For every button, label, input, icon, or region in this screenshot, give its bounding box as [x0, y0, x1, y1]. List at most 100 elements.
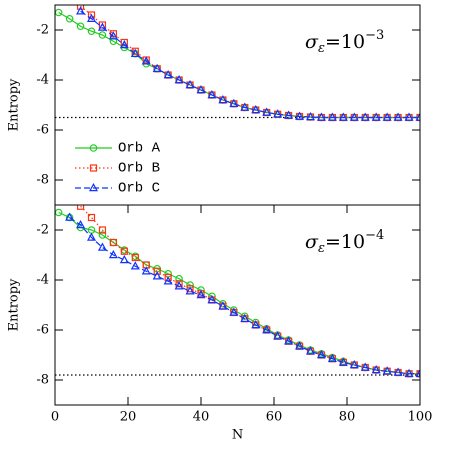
marker-triangle — [218, 301, 228, 310]
marker-triangle — [163, 276, 173, 285]
x-tick-label: 60 — [266, 410, 283, 425]
marker-circle — [98, 31, 107, 39]
marker-triangle — [349, 112, 359, 121]
marker-triangle — [130, 261, 140, 270]
x-tick-label: 20 — [120, 410, 137, 425]
marker-triangle — [273, 109, 283, 118]
marker-circle — [89, 144, 98, 152]
marker-triangle — [240, 102, 250, 111]
marker-triangle — [174, 74, 184, 84]
annotation: σε=10−3 — [305, 28, 384, 56]
marker-triangle — [360, 112, 370, 121]
x-axis-label: N — [232, 428, 243, 443]
x-tick-label: 80 — [339, 410, 356, 425]
marker-triangle — [119, 39, 129, 49]
legend-label: Orb A — [118, 141, 161, 157]
marker-triangle — [295, 111, 305, 120]
marker-triangle — [152, 63, 162, 72]
annotation-mid: =10 — [325, 31, 365, 53]
annotation-sup: −4 — [365, 228, 384, 243]
marker-triangle — [174, 281, 184, 290]
marker-triangle — [305, 346, 316, 355]
marker-triangle — [65, 212, 75, 221]
annotation-mid: =10 — [325, 231, 365, 253]
marker-triangle — [371, 112, 381, 121]
marker-triangle — [371, 364, 381, 374]
marker-square — [109, 238, 118, 247]
marker-triangle — [382, 112, 392, 121]
marker-triangle — [262, 324, 272, 334]
y-axis-label: Entropy — [7, 78, 22, 131]
marker-triangle — [273, 331, 283, 340]
marker-triangle — [76, 219, 86, 229]
marker-triangle — [404, 368, 414, 377]
marker-triangle — [196, 289, 206, 299]
annotation: σε=10−4 — [305, 228, 384, 256]
marker-triangle — [119, 254, 129, 264]
marker-circle — [76, 22, 85, 31]
marker-square — [131, 253, 139, 262]
marker-triangle — [284, 336, 294, 345]
marker-triangle — [108, 31, 118, 40]
y-axis-label: Entropy — [7, 278, 22, 331]
legend-label: Orb C — [118, 181, 160, 197]
marker-triangle — [338, 357, 348, 366]
marker-circle — [87, 27, 96, 36]
marker-circle — [109, 37, 118, 46]
marker-triangle — [251, 319, 261, 329]
annotation-sup: −3 — [365, 28, 384, 43]
series-line — [80, 5, 420, 119]
marker-triangle — [415, 368, 420, 377]
y-tick-label: -2 — [36, 223, 49, 238]
marker-triangle — [185, 79, 195, 89]
marker-triangle — [240, 313, 250, 322]
y-tick-label: -6 — [36, 323, 49, 338]
marker-triangle — [404, 112, 414, 121]
marker-triangle — [295, 341, 305, 350]
marker-triangle — [97, 242, 107, 251]
marker-square — [87, 11, 96, 19]
marker-triangle — [262, 107, 272, 116]
marker-triangle — [141, 266, 151, 275]
plot-area — [55, 205, 420, 378]
plot-area — [55, 5, 420, 122]
y-tick-label: -8 — [36, 373, 49, 388]
annotation-base: σ — [305, 231, 319, 253]
annotation-base: σ — [305, 31, 319, 53]
marker-triangle — [415, 112, 420, 121]
y-tick-label: -2 — [36, 23, 49, 38]
marker-triangle — [163, 69, 173, 79]
annotation-sub: ε — [318, 241, 325, 256]
marker-triangle — [305, 111, 316, 121]
y-tick-label: -6 — [36, 123, 49, 138]
marker-triangle — [88, 182, 99, 192]
marker-triangle — [97, 22, 107, 31]
marker-triangle — [152, 271, 162, 280]
marker-triangle — [382, 366, 392, 375]
marker-square — [87, 213, 96, 222]
marker-triangle — [229, 98, 239, 107]
marker-circle — [98, 231, 107, 239]
marker-square — [76, 5, 85, 10]
marker-triangle — [130, 48, 140, 57]
marker-triangle — [229, 307, 239, 316]
marker-square — [186, 285, 194, 293]
marker-triangle — [86, 13, 97, 22]
marker-triangle — [360, 362, 370, 371]
marker-triangle — [141, 56, 151, 65]
marker-triangle — [393, 112, 403, 121]
marker-square — [153, 267, 161, 275]
plot-frame — [54, 204, 421, 406]
marker-triangle — [316, 112, 326, 121]
marker-circle — [65, 14, 74, 23]
marker-square — [120, 247, 128, 255]
y-tick-label: -8 — [36, 173, 49, 188]
marker-triangle — [327, 353, 337, 362]
marker-triangle — [284, 110, 294, 119]
marker-triangle — [218, 94, 228, 104]
marker-triangle — [108, 249, 118, 259]
marker-triangle — [185, 286, 195, 295]
marker-triangle — [349, 359, 359, 369]
marker-triangle — [207, 89, 217, 99]
